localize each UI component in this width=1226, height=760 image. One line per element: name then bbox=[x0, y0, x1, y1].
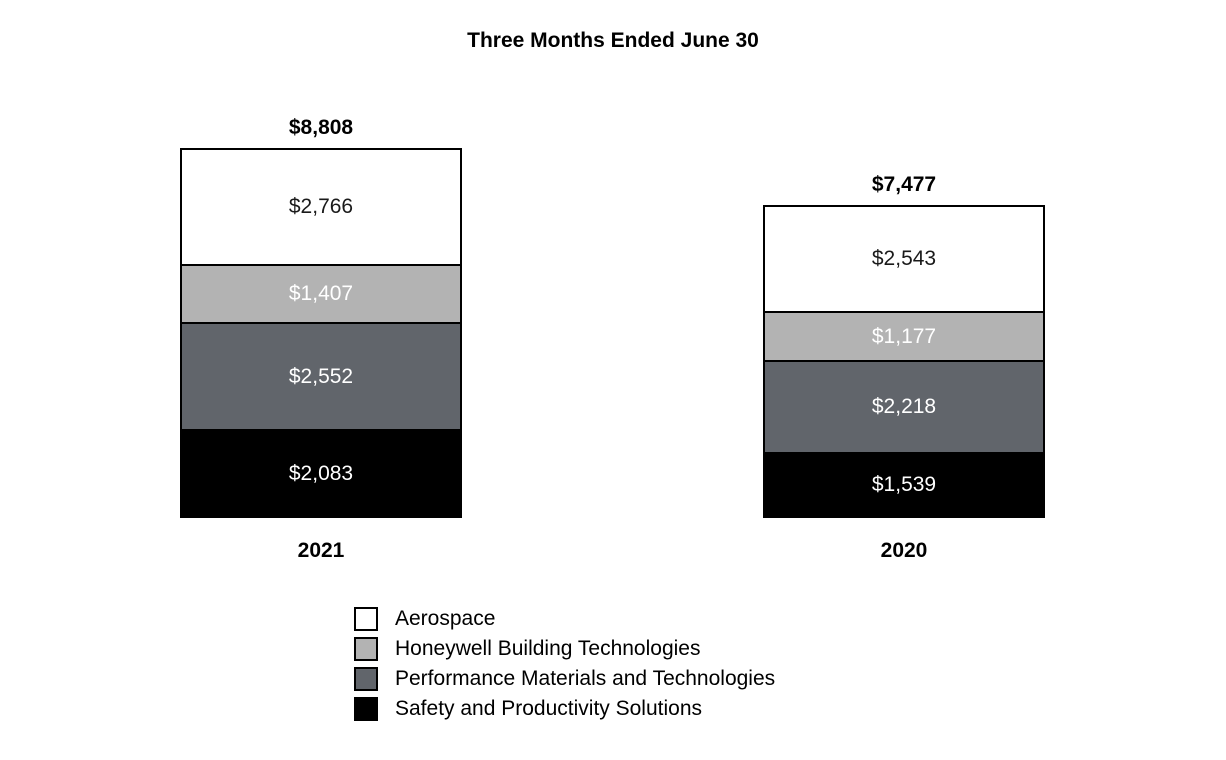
segment-value-label: $2,552 bbox=[288, 364, 354, 388]
bar-2021: $8,808 $2,766 $1,407 $2,552 $2,083 bbox=[180, 116, 462, 518]
bar-segment: $2,552 bbox=[180, 322, 462, 432]
bar-segment: $2,543 bbox=[763, 204, 1045, 314]
bar-total-label-2020: $7,477 bbox=[871, 172, 937, 196]
segment-value-label: $1,177 bbox=[871, 324, 937, 348]
segment-value-label: $2,218 bbox=[871, 395, 937, 418]
x-axis-label-2020: 2020 bbox=[880, 539, 928, 562]
legend-swatch bbox=[354, 697, 378, 721]
legend-label: Aerospace bbox=[395, 607, 496, 630]
bar-2020: $7,477 $2,543 $1,177 $2,218 $1,539 bbox=[763, 173, 1045, 518]
legend-swatch bbox=[354, 607, 378, 631]
bar-segment: $1,539 bbox=[763, 452, 1045, 518]
legend-label: Safety and Productivity Solutions bbox=[395, 697, 703, 720]
bar-segment: $2,083 bbox=[180, 429, 462, 518]
chart-title: Three Months Ended June 30 bbox=[467, 29, 759, 52]
bar-segment: $2,218 bbox=[763, 359, 1045, 455]
legend: Aerospace Honeywell Building Technologies… bbox=[354, 604, 775, 724]
segment-value-label: $1,539 bbox=[871, 473, 937, 497]
legend-item: Honeywell Building Technologies bbox=[354, 634, 775, 664]
legend-swatch bbox=[354, 667, 378, 691]
legend-item: Performance Materials and Technologies bbox=[354, 664, 775, 694]
segment-value-label: $2,083 bbox=[288, 461, 354, 485]
x-axis-label-2021: 2021 bbox=[297, 539, 345, 562]
legend-item: Safety and Productivity Solutions bbox=[354, 694, 775, 724]
legend-label: Performance Materials and Technologies bbox=[395, 667, 776, 690]
legend-label: Honeywell Building Technologies bbox=[395, 637, 701, 660]
legend-swatch bbox=[354, 637, 378, 661]
bar-total-label-2021: $8,808 bbox=[288, 116, 354, 140]
legend-item: Aerospace bbox=[354, 604, 775, 634]
bar-segment: $1,177 bbox=[763, 311, 1045, 362]
segment-value-label: $2,766 bbox=[288, 195, 354, 219]
segment-value-label: $2,543 bbox=[871, 247, 937, 271]
bar-segment: $2,766 bbox=[180, 148, 462, 267]
bar-segment: $1,407 bbox=[180, 264, 462, 325]
segment-value-label: $1,407 bbox=[288, 282, 354, 306]
